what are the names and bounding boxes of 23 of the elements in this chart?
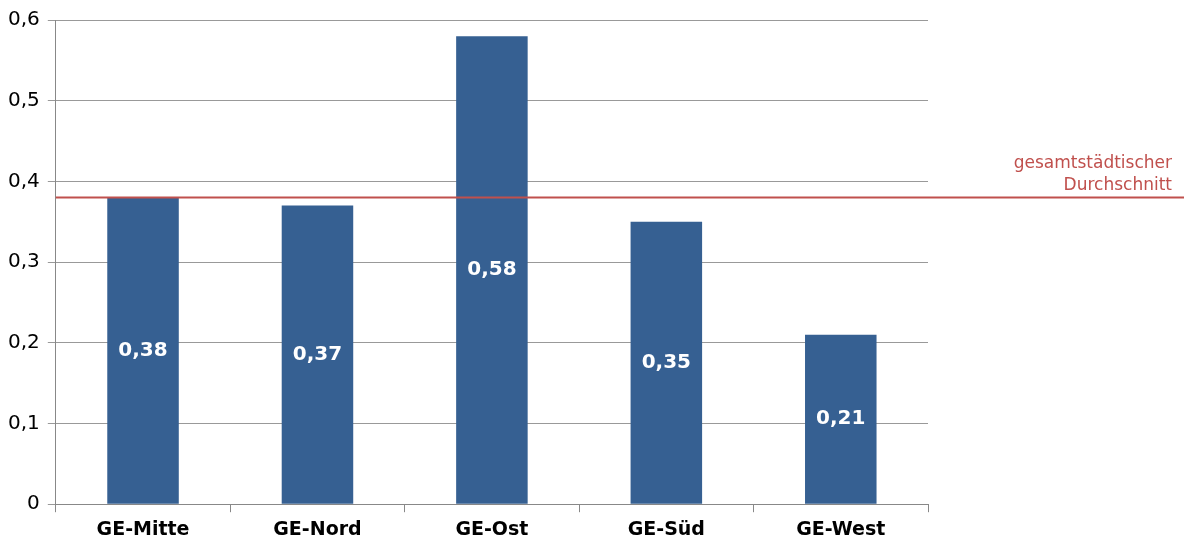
bar	[281, 205, 354, 504]
y-tick-label: 0,5	[7, 86, 40, 111]
bar	[630, 221, 703, 504]
data-label: 0,37	[292, 340, 343, 365]
bar	[107, 197, 179, 504]
x-tick-label: GE-Ost	[455, 516, 529, 539]
y-tick-label: 0,4	[7, 167, 40, 192]
data-label: 0,38	[118, 336, 168, 361]
data-label: 0,21	[816, 405, 866, 430]
x-tick-label: GE-West	[796, 516, 886, 539]
y-tick-label: 0,6	[7, 6, 40, 31]
y-tick-label: 0,3	[7, 248, 40, 273]
x-tick-label: GE-Süd	[627, 516, 705, 539]
bar	[456, 36, 528, 504]
y-tick-label: 0	[27, 490, 40, 515]
x-tick-label: GE-Nord	[273, 516, 362, 539]
data-label: 0,35	[641, 348, 692, 373]
x-tick-label: GE-Mitte	[96, 516, 190, 539]
bar	[805, 334, 877, 504]
data-label: 0,58	[467, 256, 517, 281]
y-tick-label: 0,1	[7, 409, 40, 434]
ref-line-label: gesamtstädtischer Durchschnitt	[1013, 151, 1173, 194]
y-tick-label: 0,2	[7, 329, 40, 353]
